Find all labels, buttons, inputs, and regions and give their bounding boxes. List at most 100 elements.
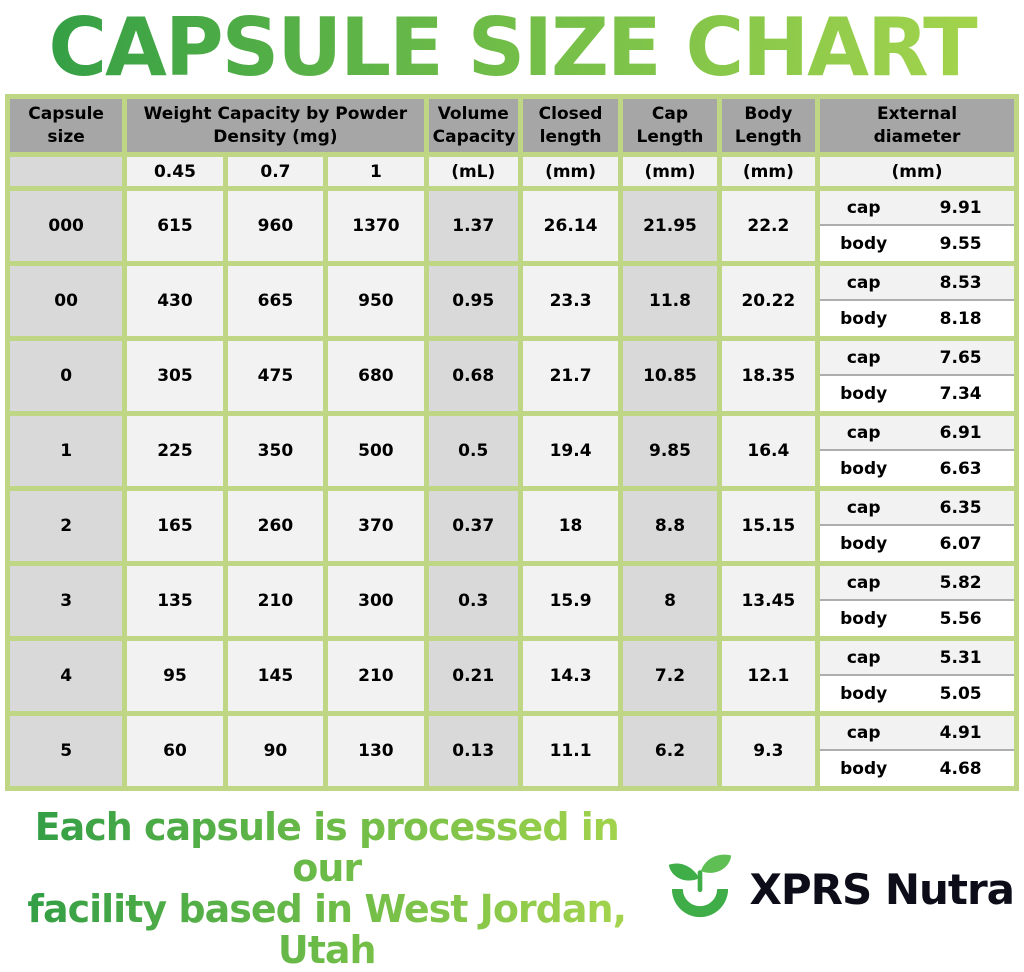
volume-cell: 0.13 bbox=[423, 711, 523, 791]
body-label: body bbox=[840, 533, 888, 554]
closed-length-cell: 11.1 bbox=[517, 711, 624, 791]
weight-1-cell: 950 bbox=[323, 261, 429, 341]
diameter-body-row: body 9.55 bbox=[820, 226, 1014, 261]
brand: XPRS Nutra bbox=[661, 850, 1015, 928]
weight-07-cell: 260 bbox=[222, 486, 329, 566]
cap-length-cell: 21.95 bbox=[618, 186, 722, 266]
cap-length-cell: 6.2 bbox=[618, 711, 722, 791]
weight-045-cell: 430 bbox=[122, 261, 228, 341]
diameter-cap-row: cap 5.31 bbox=[820, 641, 1014, 676]
cap-diameter-value: 5.31 bbox=[939, 647, 982, 668]
footer-tagline-line2: facility based in West Jordan, Utah bbox=[27, 887, 626, 972]
body-diameter-value: 7.34 bbox=[939, 383, 982, 404]
capsule-size-cell: 2 bbox=[4, 486, 128, 566]
capsule-size-cell: 4 bbox=[4, 636, 128, 716]
volume-cell: 0.5 bbox=[423, 411, 523, 491]
body-length-cell: 20.22 bbox=[716, 261, 821, 341]
weight-07-cell: 665 bbox=[222, 261, 329, 341]
cap-label: cap bbox=[846, 197, 881, 218]
weight-07-cell: 90 bbox=[222, 711, 329, 791]
weight-1-cell: 210 bbox=[323, 636, 429, 716]
header-weight-capacity: Weight Capacity by Powder Density (mg) bbox=[122, 94, 429, 157]
body-label: body bbox=[840, 608, 888, 629]
cap-label: cap bbox=[846, 347, 881, 368]
volume-cell: 0.95 bbox=[423, 261, 523, 341]
header-capsule-size: Capsule size bbox=[4, 94, 128, 157]
volume-cell: 0.68 bbox=[423, 336, 523, 416]
volume-cell: 1.37 bbox=[423, 186, 523, 266]
weight-1-cell: 370 bbox=[323, 486, 429, 566]
closed-length-cell: 15.9 bbox=[517, 561, 624, 641]
units-density-1: 1 bbox=[323, 152, 429, 191]
cap-length-cell: 9.85 bbox=[618, 411, 722, 491]
cap-label: cap bbox=[846, 422, 881, 443]
external-diameter-cell: cap 8.53 body 8.18 bbox=[815, 261, 1019, 341]
volume-cell: 0.21 bbox=[423, 636, 523, 716]
table-row: 3 135 210 300 0.3 15.9 8 13.45 cap 5.82 … bbox=[4, 561, 1019, 641]
table-row: 4 95 145 210 0.21 14.3 7.2 12.1 cap 5.31… bbox=[4, 636, 1019, 716]
external-diameter-cell: cap 7.65 body 7.34 bbox=[815, 336, 1019, 416]
table-row: 000 615 960 1370 1.37 26.14 21.95 22.2 c… bbox=[4, 186, 1019, 266]
body-diameter-value: 8.18 bbox=[939, 308, 982, 329]
units-capsule-size bbox=[4, 152, 128, 191]
footer: Each capsule is processed in our facilit… bbox=[10, 807, 1015, 971]
body-label: body bbox=[840, 233, 888, 254]
units-body-length: (mm) bbox=[716, 152, 821, 191]
units-closed-length: (mm) bbox=[517, 152, 624, 191]
cap-length-cell: 8.8 bbox=[618, 486, 722, 566]
cap-diameter-value: 7.65 bbox=[939, 347, 982, 368]
diameter-body-row: body 7.34 bbox=[820, 376, 1014, 411]
body-length-cell: 15.15 bbox=[716, 486, 821, 566]
body-diameter-value: 6.07 bbox=[939, 533, 982, 554]
body-label: body bbox=[840, 458, 888, 479]
weight-1-cell: 500 bbox=[323, 411, 429, 491]
units-density-045: 0.45 bbox=[122, 152, 228, 191]
cap-length-cell: 7.2 bbox=[618, 636, 722, 716]
units-density-07: 0.7 bbox=[222, 152, 329, 191]
weight-07-cell: 350 bbox=[222, 411, 329, 491]
cap-diameter-value: 9.91 bbox=[939, 197, 982, 218]
weight-07-cell: 475 bbox=[222, 336, 329, 416]
body-label: body bbox=[840, 383, 888, 404]
weight-1-cell: 1370 bbox=[323, 186, 429, 266]
weight-045-cell: 95 bbox=[122, 636, 228, 716]
diameter-body-row: body 5.05 bbox=[820, 676, 1014, 711]
weight-07-cell: 210 bbox=[222, 561, 329, 641]
diameter-cap-row: cap 4.91 bbox=[820, 716, 1014, 751]
capsule-size-table: Capsule size Weight Capacity by Powder D… bbox=[4, 94, 1019, 791]
weight-1-cell: 680 bbox=[323, 336, 429, 416]
diameter-body-row: body 4.68 bbox=[820, 751, 1014, 786]
diameter-body-row: body 6.07 bbox=[820, 526, 1014, 561]
footer-tagline: Each capsule is processed in our facilit… bbox=[10, 807, 643, 971]
external-diameter-cell: cap 5.31 body 5.05 bbox=[815, 636, 1019, 716]
body-length-cell: 12.1 bbox=[716, 636, 821, 716]
body-length-cell: 13.45 bbox=[716, 561, 821, 641]
header-cap-length: Cap Length bbox=[618, 94, 722, 157]
closed-length-cell: 21.7 bbox=[517, 336, 624, 416]
body-label: body bbox=[840, 308, 888, 329]
weight-045-cell: 165 bbox=[122, 486, 228, 566]
cap-diameter-value: 6.91 bbox=[939, 422, 982, 443]
weight-07-cell: 960 bbox=[222, 186, 329, 266]
brand-name: XPRS Nutra bbox=[749, 864, 1015, 914]
weight-1-cell: 130 bbox=[323, 711, 429, 791]
page-title: CAPSULE SIZE CHART bbox=[0, 6, 1024, 90]
body-diameter-value: 9.55 bbox=[939, 233, 982, 254]
closed-length-cell: 26.14 bbox=[517, 186, 624, 266]
cap-diameter-value: 4.91 bbox=[939, 722, 982, 743]
units-cap-length: (mm) bbox=[618, 152, 722, 191]
external-diameter-cell: cap 6.35 body 6.07 bbox=[815, 486, 1019, 566]
table-row: 2 165 260 370 0.37 18 8.8 15.15 cap 6.35… bbox=[4, 486, 1019, 566]
capsule-size-cell: 1 bbox=[4, 411, 128, 491]
xprs-nutra-plant-icon bbox=[669, 854, 732, 918]
external-diameter-cell: cap 6.91 body 6.63 bbox=[815, 411, 1019, 491]
cap-label: cap bbox=[846, 272, 881, 293]
cap-length-cell: 11.8 bbox=[618, 261, 722, 341]
body-diameter-value: 6.63 bbox=[939, 458, 982, 479]
cap-length-cell: 10.85 bbox=[618, 336, 722, 416]
weight-045-cell: 135 bbox=[122, 561, 228, 641]
diameter-body-row: body 6.63 bbox=[820, 451, 1014, 486]
diameter-body-row: body 5.56 bbox=[820, 601, 1014, 636]
body-length-cell: 16.4 bbox=[716, 411, 821, 491]
header-body-length: Body Length bbox=[716, 94, 821, 157]
